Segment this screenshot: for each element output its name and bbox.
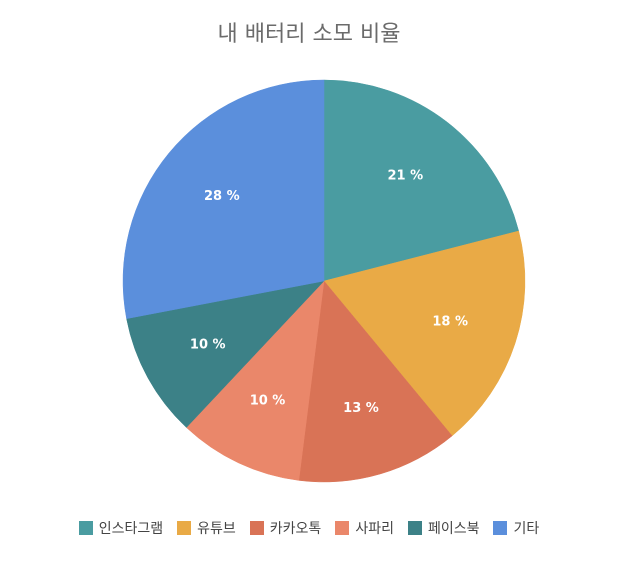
legend-label: 페이스북 bbox=[427, 521, 480, 537]
slice-value-label-6: 28 % bbox=[204, 189, 240, 204]
slice-value-label-1: 21 % bbox=[387, 169, 423, 184]
legend-label: 유튜브 bbox=[197, 521, 236, 537]
legend-item-4[interactable]: 사파리 bbox=[335, 518, 394, 538]
legend-item-2[interactable]: 유튜브 bbox=[177, 518, 236, 538]
legend-item-3[interactable]: 카카오톡 bbox=[249, 518, 322, 538]
slice-value-label-4: 10 % bbox=[250, 394, 286, 409]
legend-swatch bbox=[407, 521, 422, 535]
pie-slice-4 bbox=[186, 280, 325, 481]
pie-slice-5 bbox=[126, 280, 325, 428]
pie-slice-1 bbox=[323, 79, 519, 282]
legend-swatch bbox=[177, 521, 192, 535]
chart-title: 내 배터리 소모 비율 bbox=[217, 22, 401, 47]
legend-item-1[interactable]: 인스타그램 bbox=[78, 518, 164, 538]
slice-value-label-5: 10 % bbox=[190, 337, 226, 352]
legend-item-6[interactable]: 기타 bbox=[493, 518, 539, 538]
legend-swatch bbox=[493, 521, 508, 535]
legend-swatch bbox=[335, 521, 350, 535]
legend-label: 인스타그램 bbox=[98, 521, 164, 537]
legend-label: 기타 bbox=[513, 521, 540, 537]
legend-label: 카카오톡 bbox=[269, 521, 322, 537]
legend-label: 사파리 bbox=[355, 521, 394, 537]
legend-swatch bbox=[78, 521, 93, 535]
slice-value-label-3: 13 % bbox=[343, 401, 379, 416]
pie-slice-2 bbox=[323, 230, 526, 437]
slice-value-label-2: 18 % bbox=[432, 314, 468, 329]
pie-slice-6 bbox=[122, 79, 325, 319]
pie-slice-3 bbox=[298, 280, 453, 483]
legend: 인스타그램 유튜브 카카오톡 사파리 페이스북 기타 bbox=[0, 518, 618, 538]
legend-swatch bbox=[249, 521, 264, 535]
legend-item-5[interactable]: 페이스북 bbox=[407, 518, 480, 538]
